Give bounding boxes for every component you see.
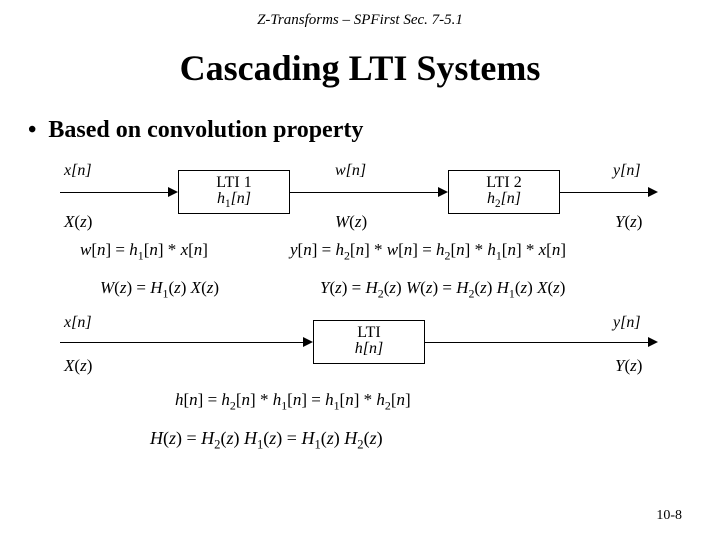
lti-box-combined-impulse: h[n]	[314, 340, 424, 358]
eq-Wz: W(z) = H1(z) X(z)	[100, 278, 219, 301]
arrow-head-icon	[648, 187, 658, 197]
diagram-combined-block: x[n] y[n] LTI h[n] X(z) Y(z)	[40, 310, 680, 382]
signal-Yz: Y(z)	[615, 212, 642, 232]
page-title: Cascading LTI Systems	[0, 47, 720, 89]
arrow-head-icon	[168, 187, 178, 197]
signal-Xz: X(z)	[64, 212, 92, 232]
signal-xn: x[n]	[64, 162, 92, 180]
lti-box-combined: LTI h[n]	[313, 320, 425, 364]
signal-yn: y[n]	[613, 162, 641, 180]
eq-yn: y[n] = h2[n] * w[n] = h2[n] * h1[n] * x[…	[290, 240, 566, 263]
signal-wn: w[n]	[335, 162, 366, 180]
arrow-head-icon	[648, 337, 658, 347]
arrow-head-icon	[303, 337, 313, 347]
lti-box-2-impulse: h2[n]	[449, 190, 559, 210]
eq-Hz: H(z) = H2(z) H1(z) = H1(z) H2(z)	[150, 428, 383, 453]
bullet-point: • Based on convolution property	[28, 117, 720, 144]
z-equation-row-1: W(z) = H1(z) X(z) Y(z) = H2(z) W(z) = H2…	[40, 278, 680, 302]
conv-equation-row-1: w[n] = h1[n] * x[n] y[n] = h2[n] * w[n] …	[40, 240, 680, 264]
signal-Yz-2: Y(z)	[615, 356, 642, 376]
arrow-line	[60, 342, 305, 343]
arrow-line	[290, 192, 440, 193]
signal-Xz-2: X(z)	[64, 356, 92, 376]
arrow-line	[60, 192, 170, 193]
eq-Yz: Y(z) = H2(z) W(z) = H2(z) H1(z) X(z)	[320, 278, 565, 301]
lti-box-1-impulse: h1[n]	[179, 190, 289, 210]
arrow-line	[425, 342, 650, 343]
lti-box-1: LTI 1 h1[n]	[178, 170, 290, 214]
diagram-cascade-two-block: x[n] w[n] y[n] LTI 1 h1[n] LTI 2 h2[n] X…	[40, 162, 680, 234]
slide-number: 10-8	[656, 508, 682, 524]
bullet-dot: •	[28, 117, 36, 143]
z-equation-combined: H(z) = H2(z) H1(z) = H1(z) H2(z)	[40, 428, 680, 452]
bullet-text: Based on convolution property	[48, 117, 363, 143]
eq-hn: h[n] = h2[n] * h1[n] = h1[n] * h2[n]	[175, 390, 411, 413]
arrow-line	[560, 192, 650, 193]
signal-yn-2: y[n]	[613, 314, 641, 332]
eq-wn: w[n] = h1[n] * x[n]	[80, 240, 208, 263]
lti-box-2: LTI 2 h2[n]	[448, 170, 560, 214]
signal-xn-2: x[n]	[64, 314, 92, 332]
conv-equation-combined: h[n] = h2[n] * h1[n] = h1[n] * h2[n]	[40, 390, 680, 414]
header-section-ref: Z-Transforms – SPFirst Sec. 7-5.1	[0, 0, 720, 29]
arrow-head-icon	[438, 187, 448, 197]
signal-Wz: W(z)	[335, 212, 367, 232]
